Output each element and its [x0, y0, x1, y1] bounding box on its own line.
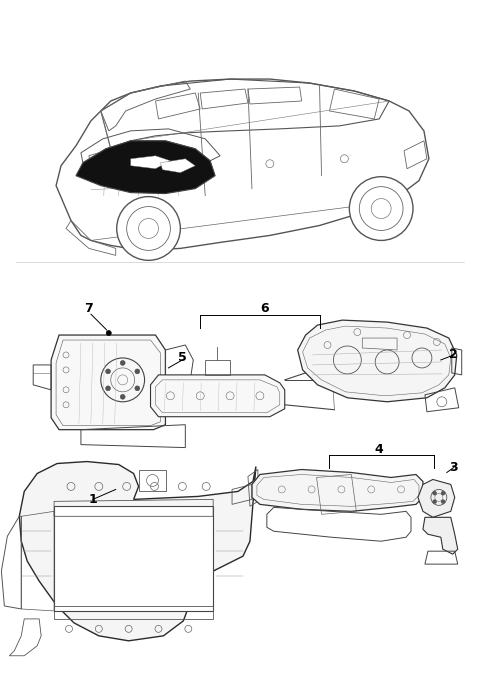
Text: 2: 2 [449, 348, 458, 362]
Circle shape [135, 369, 140, 374]
Polygon shape [298, 320, 457, 402]
Polygon shape [76, 141, 215, 194]
Text: 4: 4 [375, 443, 384, 456]
Bar [54, 507, 213, 611]
Text: 6: 6 [261, 302, 269, 314]
Polygon shape [51, 335, 166, 430]
Circle shape [349, 177, 413, 240]
Polygon shape [418, 480, 455, 517]
Circle shape [441, 500, 445, 504]
Polygon shape [160, 159, 195, 173]
Polygon shape [423, 517, 458, 555]
Circle shape [106, 369, 110, 374]
Circle shape [106, 386, 110, 391]
Circle shape [106, 330, 111, 335]
Circle shape [135, 386, 140, 391]
Polygon shape [151, 375, 285, 416]
Polygon shape [19, 462, 256, 641]
Text: 5: 5 [178, 351, 187, 364]
Circle shape [441, 491, 445, 495]
Circle shape [117, 196, 180, 260]
Bar [139, 470, 167, 491]
Text: 7: 7 [84, 302, 93, 314]
Text: 3: 3 [449, 461, 458, 474]
Circle shape [120, 360, 125, 366]
Polygon shape [131, 155, 170, 169]
Circle shape [120, 394, 125, 399]
Circle shape [432, 491, 437, 495]
Circle shape [432, 500, 437, 504]
Text: 1: 1 [88, 493, 97, 506]
Polygon shape [252, 470, 423, 511]
